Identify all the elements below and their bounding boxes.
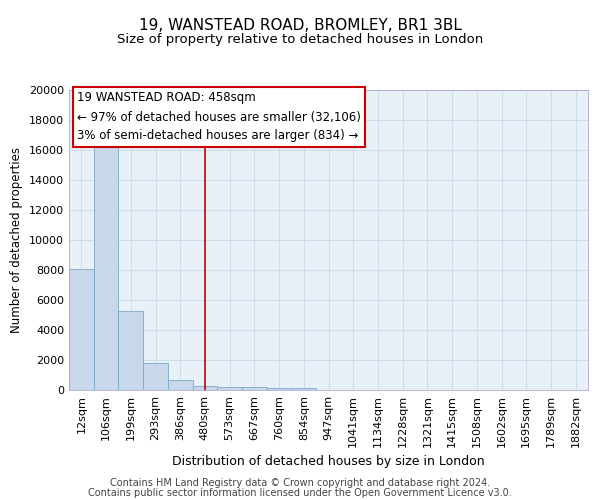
Bar	[118, 310, 143, 390]
Bar	[69, 268, 94, 390]
Text: Size of property relative to detached houses in London: Size of property relative to detached ho…	[117, 32, 483, 46]
Bar	[242, 387, 267, 390]
Bar	[94, 141, 118, 390]
Text: Contains public sector information licensed under the Open Government Licence v3: Contains public sector information licen…	[88, 488, 512, 498]
Y-axis label: Number of detached properties: Number of detached properties	[10, 147, 23, 333]
Bar	[267, 388, 292, 390]
Text: 19 WANSTEAD ROAD: 458sqm
← 97% of detached houses are smaller (32,106)
3% of sem: 19 WANSTEAD ROAD: 458sqm ← 97% of detach…	[77, 92, 361, 142]
Bar	[168, 380, 193, 390]
Bar	[143, 363, 168, 390]
Bar	[193, 386, 217, 390]
Bar	[217, 386, 242, 390]
Text: 19, WANSTEAD ROAD, BROMLEY, BR1 3BL: 19, WANSTEAD ROAD, BROMLEY, BR1 3BL	[139, 18, 461, 32]
Text: Contains HM Land Registry data © Crown copyright and database right 2024.: Contains HM Land Registry data © Crown c…	[110, 478, 490, 488]
Bar	[292, 388, 316, 390]
X-axis label: Distribution of detached houses by size in London: Distribution of detached houses by size …	[172, 456, 485, 468]
